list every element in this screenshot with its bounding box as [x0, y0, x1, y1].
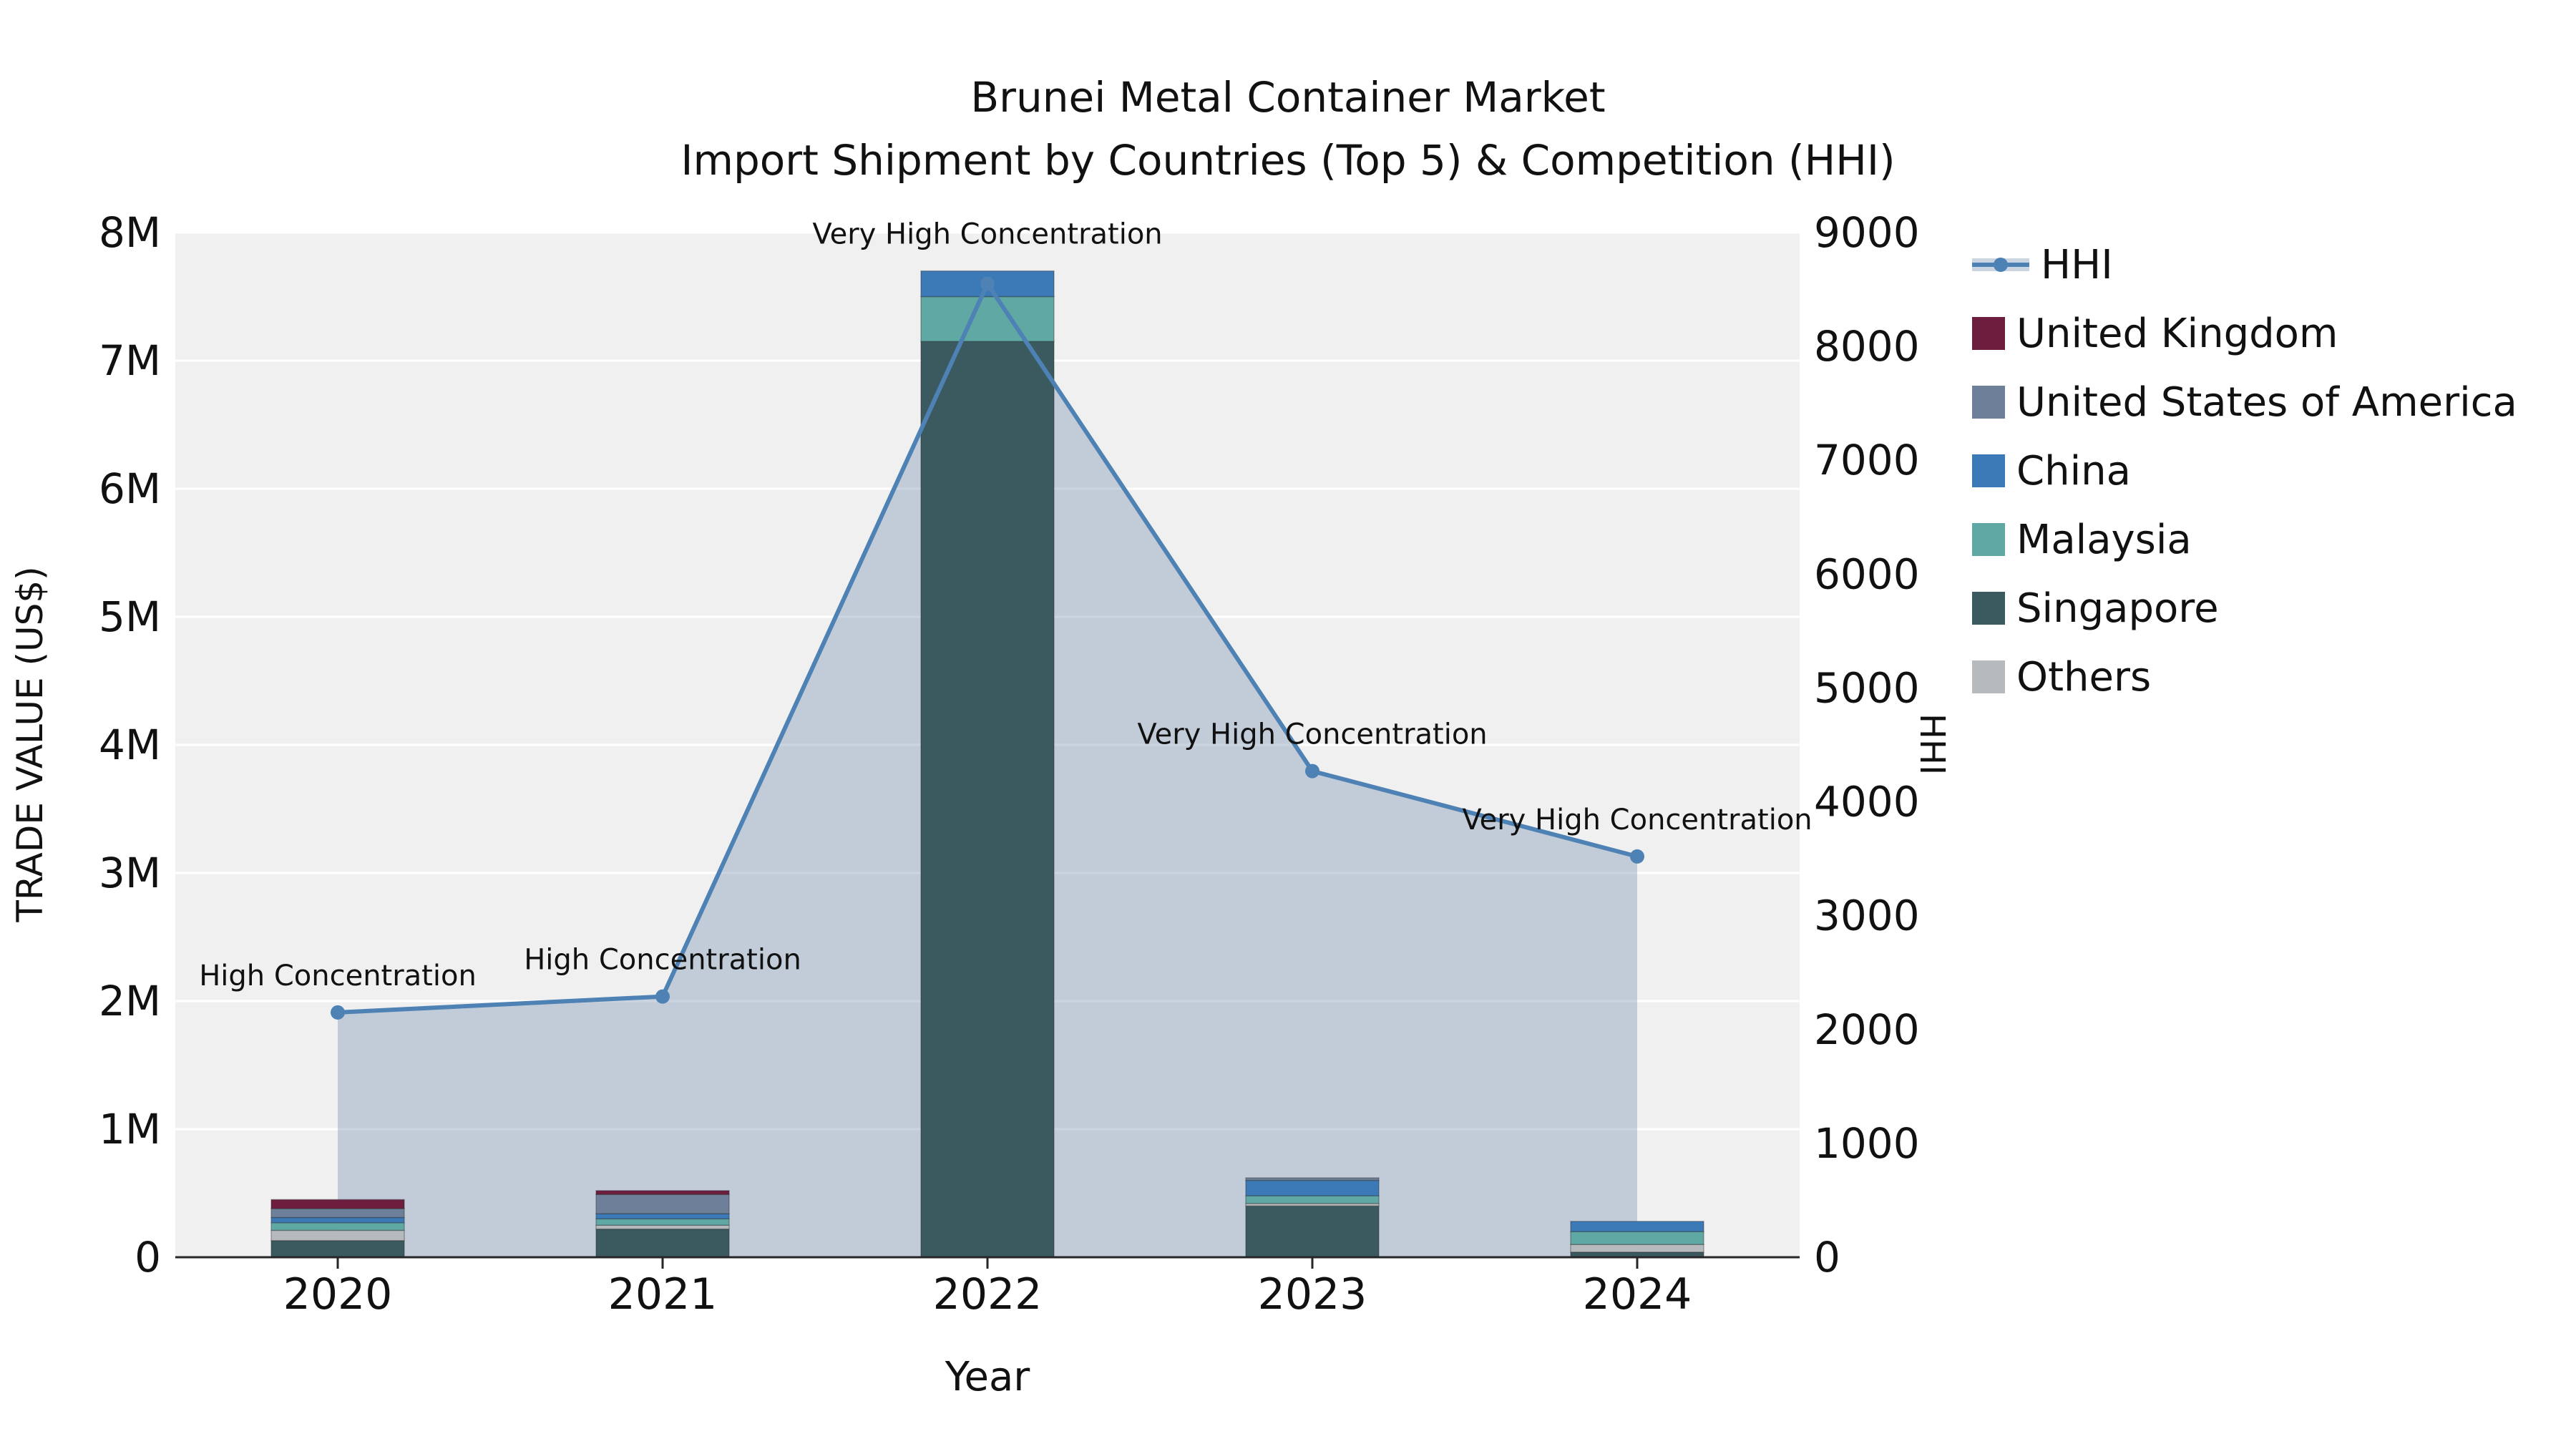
bar-segment-united-states-of-america — [595, 1194, 730, 1214]
chart-title: Brunei Metal Container Market Import Shi… — [0, 66, 2576, 192]
y-left-tick-label: 3M — [99, 849, 161, 897]
legend-item-hhi: HHI — [1972, 230, 2517, 299]
y-right-tick-label: 8000 — [1814, 322, 1920, 371]
y-right-tick-label: 2000 — [1814, 1005, 1920, 1054]
bar-segment-united-states-of-america — [1245, 1177, 1380, 1181]
y-axis-left-label: TRADE VALUE (US$) — [9, 566, 51, 922]
legend-swatch-icon — [1972, 454, 2005, 487]
legend-item-united-states-of-america: United States of America — [1972, 368, 2517, 436]
legend-swatch-icon — [1972, 523, 2005, 556]
annotation-2022: Very High Concentration — [812, 218, 1162, 251]
x-tick-label: 2023 — [1258, 1269, 1367, 1319]
bar-segment-united-states-of-america — [270, 1208, 405, 1219]
y-left-tick-label: 5M — [99, 592, 161, 641]
x-tick-label: 2022 — [933, 1269, 1043, 1319]
annotation-2021: High Concentration — [524, 944, 801, 977]
annotation-2020: High Concentration — [199, 960, 477, 992]
bar-segment-united-kingdom — [270, 1199, 405, 1209]
legend-swatch-icon — [1972, 592, 2005, 625]
bar-segment-malaysia — [1245, 1195, 1380, 1204]
hhi-marker — [980, 276, 995, 291]
y-left-tick-label: 4M — [99, 721, 161, 769]
legend-item-china: China — [1972, 436, 2517, 505]
annotation-2024: Very High Concentration — [1462, 804, 1812, 836]
bar-segment-others — [595, 1224, 730, 1230]
legend-label: Others — [2016, 653, 2152, 701]
legend-label: United States of America — [2016, 379, 2517, 426]
legend-item-united-kingdom: United Kingdom — [1972, 299, 2517, 368]
y-right-tick-label: 0 — [1814, 1233, 1840, 1282]
x-axis-label: Year — [945, 1354, 1030, 1400]
bar-segment-china — [1570, 1221, 1704, 1232]
y-right-tick-label: 5000 — [1814, 663, 1920, 712]
legend-label: United Kingdom — [2016, 310, 2338, 357]
y-right-tick-label: 3000 — [1814, 892, 1920, 940]
bar-segment-others — [1570, 1244, 1704, 1253]
legend-swatch-icon — [1972, 317, 2005, 350]
bar-segment-malaysia — [920, 296, 1055, 342]
x-tick-label: 2021 — [608, 1269, 718, 1319]
y-right-tick-label: 9000 — [1814, 208, 1920, 257]
y-right-tick-label: 4000 — [1814, 778, 1920, 826]
chart-title-line2: Import Shipment by Countries (Top 5) & C… — [680, 136, 1896, 185]
bar-segment-singapore — [270, 1239, 405, 1258]
legend: HHI United Kingdom United States of Americ… — [1972, 230, 2517, 711]
y-right-tick-label: 6000 — [1814, 550, 1920, 598]
hhi-marker — [1630, 849, 1644, 864]
hhi-marker — [655, 989, 670, 1004]
hhi-marker — [1305, 763, 1319, 779]
legend-line-marker-icon — [1972, 258, 2029, 272]
bar-segment-singapore — [1245, 1205, 1380, 1258]
bar-segment-singapore — [595, 1228, 730, 1258]
x-tick-label: 2024 — [1583, 1269, 1692, 1319]
x-tick-label: 2020 — [283, 1269, 393, 1319]
y-left-tick-label: 0 — [135, 1233, 161, 1282]
bar-segment-malaysia — [1570, 1231, 1704, 1245]
bar-segment-malaysia — [595, 1218, 730, 1226]
bar-segment-malaysia — [270, 1221, 405, 1231]
y-axis-right-label: HHI — [1912, 713, 1952, 776]
legend-item-singapore: Singapore — [1972, 574, 2517, 643]
legend-label: China — [2016, 447, 2131, 494]
y-left-tick-label: 6M — [99, 464, 161, 513]
bar-segment-united-kingdom — [595, 1190, 730, 1196]
legend-swatch-icon — [1972, 660, 2005, 693]
y-left-tick-label: 2M — [99, 977, 161, 1025]
legend-item-others: Others — [1972, 643, 2517, 711]
legend-label: Singapore — [2016, 585, 2219, 632]
y-right-tick-label: 7000 — [1814, 436, 1920, 484]
legend-label: HHI — [2041, 241, 2113, 288]
bar-segment-china — [1245, 1179, 1380, 1196]
bar-segment-singapore — [920, 341, 1055, 1258]
y-right-tick-label: 1000 — [1814, 1119, 1920, 1168]
annotation-2023: Very High Concentration — [1137, 718, 1487, 751]
bar-segment-china — [270, 1216, 405, 1224]
y-left-tick-label: 1M — [99, 1105, 161, 1153]
legend-swatch-icon — [1972, 386, 2005, 419]
y-left-tick-label: 8M — [99, 208, 161, 257]
legend-item-malaysia: Malaysia — [1972, 505, 2517, 574]
chart-title-line1: Brunei Metal Container Market — [970, 73, 1606, 122]
legend-label: Malaysia — [2016, 516, 2192, 563]
hhi-marker — [331, 1005, 345, 1020]
y-left-tick-label: 7M — [99, 336, 161, 385]
bar-segment-others — [270, 1229, 405, 1241]
bar-segment-china — [595, 1213, 730, 1220]
